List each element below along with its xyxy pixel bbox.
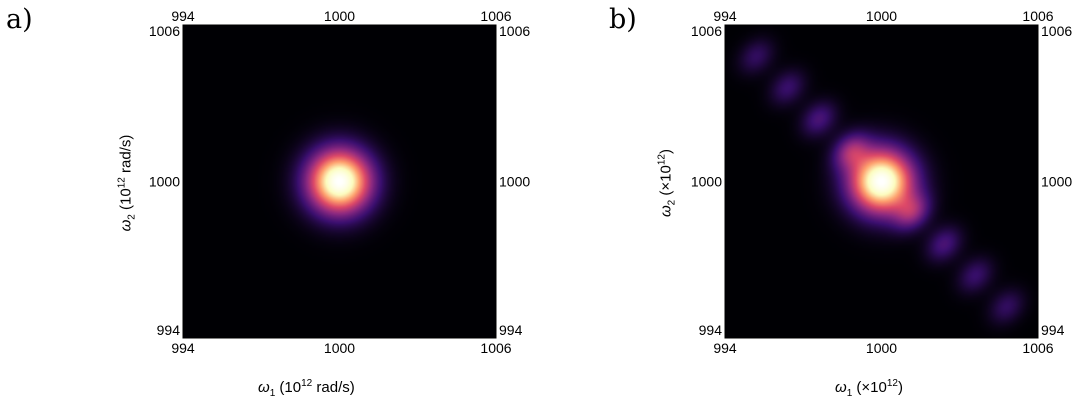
- y-axis-unit-prefix: (×10: [657, 165, 675, 196]
- y-tick-label-right: 994: [1041, 322, 1065, 338]
- x-axis-unit-suffix: rad/s): [312, 379, 355, 396]
- x-tick-label-bottom: 1006: [480, 340, 511, 356]
- y-axis-subscript: 2: [126, 214, 138, 220]
- x-tick-label-top: 994: [171, 8, 195, 24]
- x-tick-label-top: 1006: [1022, 8, 1053, 24]
- x-tick-label-top: 1006: [480, 8, 511, 24]
- y-axis-label: ω2 (×1012): [657, 149, 678, 217]
- y-axis-unit-exponent: 12: [656, 154, 668, 166]
- y-tick-label-right: 994: [499, 322, 523, 338]
- y-tick-label-left: 994: [157, 322, 181, 338]
- chart-panel-b: b) 994 994 1000 1000 1006 1006 994 994 1000 1000 1…: [543, 0, 1086, 405]
- y-axis-symbol: ω: [117, 219, 135, 232]
- heatmap-image: [183, 25, 496, 338]
- x-axis-symbol: ω: [835, 379, 847, 396]
- x-tick-label-bottom: 994: [171, 340, 195, 356]
- panel-label: a): [6, 4, 33, 35]
- x-tick-label-top: 1000: [324, 8, 355, 24]
- plot-frame: [724, 24, 1039, 339]
- x-tick-label-bottom: 1000: [866, 340, 897, 356]
- y-axis-unit-prefix: (10: [117, 188, 135, 210]
- x-axis-subscript: 1: [846, 388, 853, 399]
- x-tick-label-top: 994: [713, 8, 737, 24]
- x-tick-label-bottom: 994: [713, 340, 737, 356]
- y-axis-label: ω2 (1012 rad/s): [117, 135, 138, 232]
- panel-label: b): [609, 4, 637, 35]
- x-axis-label: ω1 (×1012): [835, 378, 903, 399]
- y-tick-label-right: 1000: [1041, 174, 1072, 190]
- x-axis-symbol: ω: [258, 379, 270, 396]
- y-tick-label-left: 994: [699, 322, 723, 338]
- x-axis-unit-prefix: (×10: [856, 379, 887, 396]
- y-tick-label-left: 1006: [691, 23, 722, 39]
- x-axis-unit-exponent: 12: [886, 378, 898, 389]
- y-tick-label-left: 1006: [149, 23, 180, 39]
- x-axis-unit-prefix: (10: [279, 379, 302, 396]
- x-axis-unit-suffix: ): [898, 379, 903, 396]
- x-axis-unit-exponent: 12: [301, 378, 313, 389]
- x-tick-label-bottom: 1006: [1022, 340, 1053, 356]
- y-tick-label-left: 1000: [149, 174, 180, 190]
- chart-panel-a: a) 994 994 1000 1000 1006 1006 994 994 1000 1000 1…: [6, 4, 531, 399]
- x-axis-subscript: 1: [269, 388, 276, 399]
- y-tick-label-left: 1000: [691, 174, 722, 190]
- y-axis-symbol: ω: [657, 205, 675, 217]
- x-axis-label: ω1 (1012 rad/s): [258, 378, 355, 399]
- y-axis-unit-suffix: rad/s): [117, 134, 135, 178]
- x-tick-label-bottom: 1000: [324, 340, 355, 356]
- heatmap-image: [725, 25, 1038, 338]
- x-tick-label-top: 1000: [866, 8, 897, 24]
- y-axis-unit-exponent: 12: [116, 177, 128, 189]
- plot-frame: [182, 24, 497, 339]
- y-tick-label-right: 1006: [499, 23, 530, 39]
- y-tick-label-right: 1000: [499, 174, 530, 190]
- y-axis-subscript: 2: [666, 199, 678, 206]
- y-axis-unit-suffix: ): [657, 149, 675, 154]
- y-tick-label-right: 1006: [1041, 23, 1072, 39]
